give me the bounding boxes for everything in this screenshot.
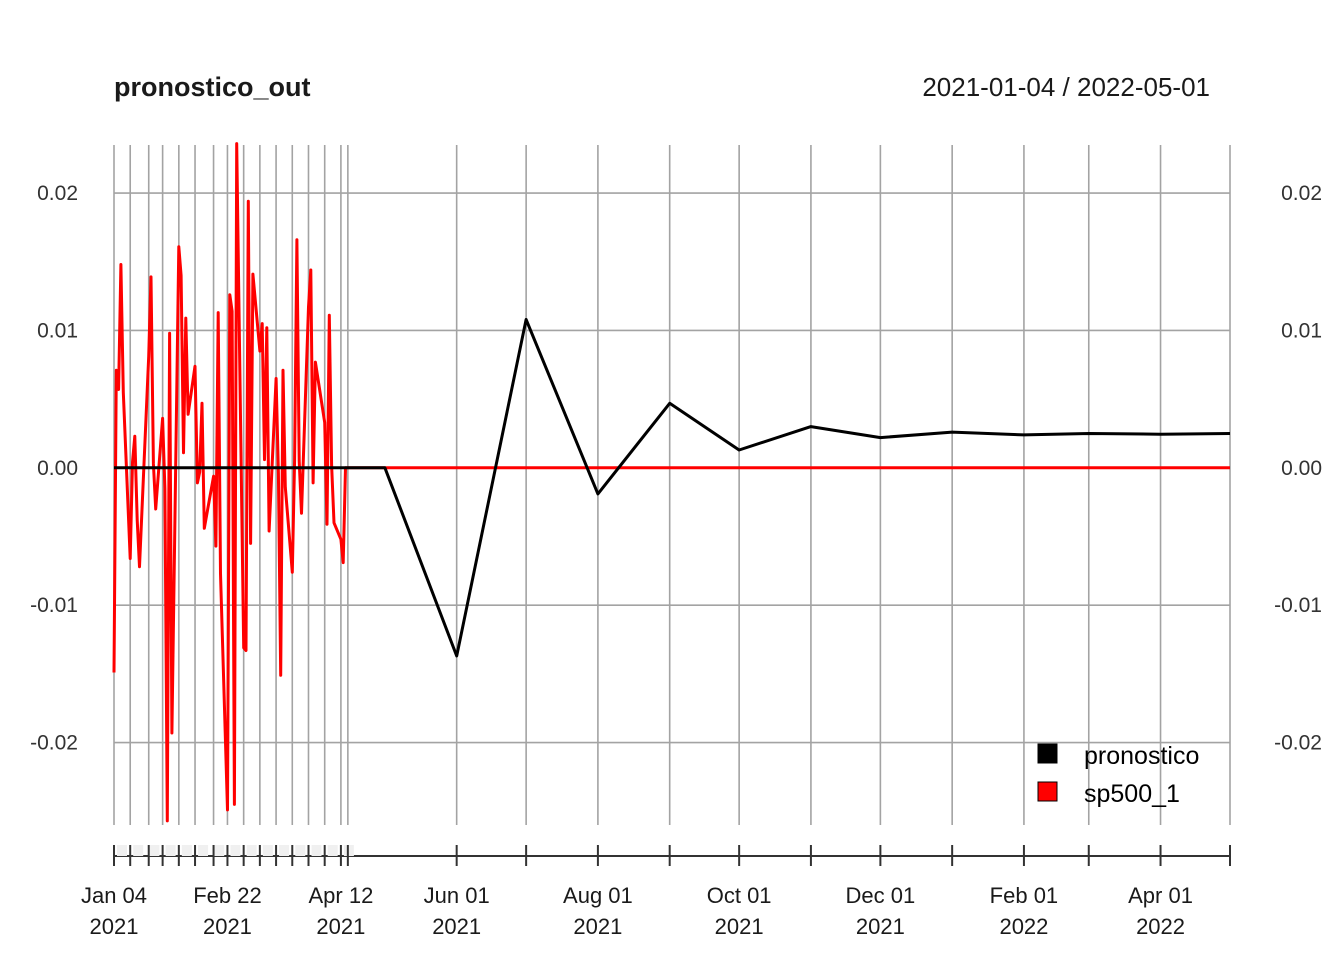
x-axis-minor-band <box>327 845 338 856</box>
y-axis-right: 0.02 0.01 0.00 -0.01 -0.02 <box>1274 182 1322 754</box>
legend: pronostico sp500_1 <box>1037 742 1199 808</box>
x-tick-label-year: 2021 <box>203 914 252 939</box>
y-tick-label-left: 0.01 <box>37 319 78 342</box>
x-axis-minor-band <box>149 845 160 856</box>
x-axis-minor-band <box>117 845 127 856</box>
y-tick-label-left: -0.02 <box>30 732 78 755</box>
y-tick-label-left: 0.00 <box>37 457 78 480</box>
date-range-label: 2021-01-04 / 2022-05-01 <box>922 72 1210 102</box>
y-tick-label-right: 0.00 <box>1281 457 1322 480</box>
x-tick-label-year: 2021 <box>573 914 622 939</box>
x-tick-label-year: 2021 <box>316 914 365 939</box>
x-tick-label: Oct 01 <box>707 883 772 908</box>
x-axis: Jan 04 2021 Feb 22 2021 Apr 12 2021 Jun 01 2021… <box>81 845 1231 939</box>
x-tick-label-year: 2022 <box>999 914 1048 939</box>
legend-label-sp500-1: sp500_1 <box>1084 780 1180 808</box>
y-tick-label-right: 0.02 <box>1281 182 1322 205</box>
chart-title: pronostico_out <box>114 72 311 102</box>
x-tick-label: Dec 01 <box>846 883 916 908</box>
x-axis-minor-band <box>246 845 257 856</box>
x-axis-minor-band <box>133 845 144 856</box>
legend-label-pronostico: pronostico <box>1084 742 1199 770</box>
x-tick-label: Jan 04 <box>81 883 147 908</box>
legend-swatch-pronostico <box>1037 743 1058 764</box>
x-axis-minor-band <box>343 845 354 856</box>
y-tick-label-left: -0.01 <box>30 594 78 617</box>
y-tick-label-right: -0.02 <box>1274 732 1322 755</box>
x-tick-label: Feb 01 <box>990 883 1059 908</box>
x-tick-label-year: 2021 <box>715 914 764 939</box>
x-axis-minor-band <box>311 845 322 856</box>
legend-swatch-sp500-1 <box>1037 781 1058 802</box>
x-tick-label-year: 2021 <box>856 914 905 939</box>
y-tick-label-right: 0.01 <box>1281 319 1322 342</box>
y-axis-left: 0.02 0.01 0.00 -0.01 -0.02 <box>30 182 78 754</box>
y-tick-label-right: -0.01 <box>1274 594 1322 617</box>
x-axis-minor-band <box>295 845 306 856</box>
x-axis-minor-band <box>230 845 241 856</box>
x-axis-minor-band <box>165 845 176 856</box>
x-axis-minor-band <box>262 845 273 856</box>
x-axis-minor-band <box>279 845 290 856</box>
x-tick-label: Jun 01 <box>424 883 490 908</box>
x-tick-label: Feb 22 <box>193 883 262 908</box>
series-line-pronostico <box>114 318 1231 658</box>
series-layer <box>112 142 1231 823</box>
x-axis-minor-band <box>214 845 225 856</box>
x-axis-minor-band <box>181 845 192 856</box>
y-tick-label-left: 0.02 <box>37 182 78 205</box>
x-tick-label-year: 2022 <box>1136 914 1185 939</box>
x-tick-label: Apr 01 <box>1128 883 1193 908</box>
x-tick-label: Aug 01 <box>563 883 633 908</box>
x-tick-label: Apr 12 <box>308 883 373 908</box>
x-axis-minor-band <box>198 845 209 856</box>
x-tick-label-year: 2021 <box>90 914 139 939</box>
x-tick-label-year: 2021 <box>432 914 481 939</box>
